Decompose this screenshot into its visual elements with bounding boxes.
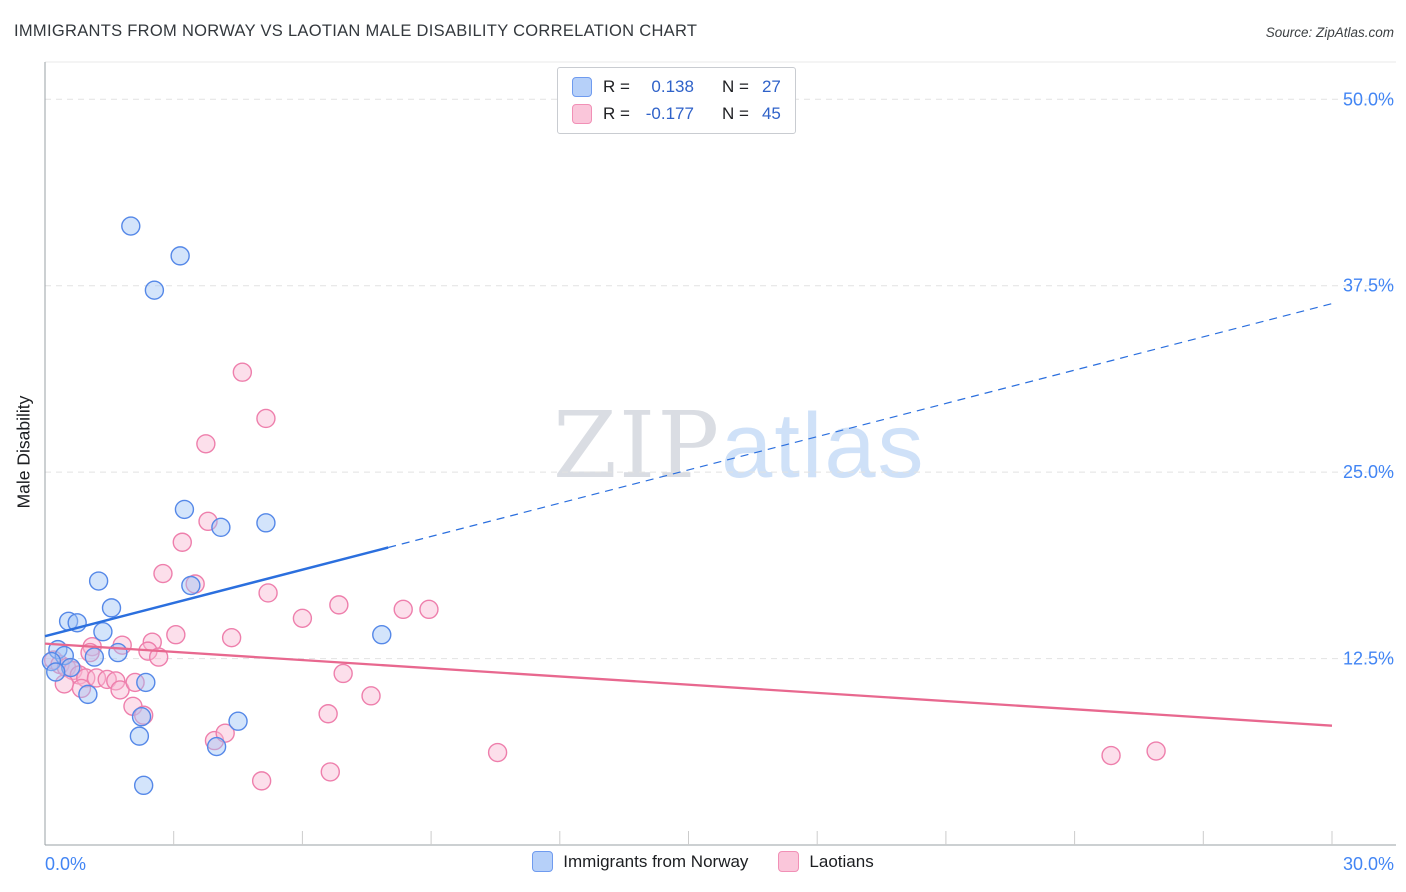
laotian-point (361, 686, 381, 706)
r-value-norway: 0.138 (651, 77, 694, 96)
laotian-point (318, 704, 338, 724)
zipatlas-watermark: ZIPatlas (553, 400, 926, 493)
laotian-point (153, 563, 173, 584)
y-tick-label: 12.5% (1343, 649, 1394, 669)
y-tick-label: 25.0% (1343, 462, 1394, 482)
x-tick-label: 30.0% (1343, 854, 1394, 874)
laotian-point (1101, 745, 1121, 766)
n-label: N = (721, 77, 749, 96)
series-legend: Immigrants from Norway Laotians (0, 851, 1406, 872)
legend-item-norway: Immigrants from Norway (532, 851, 748, 872)
norway-point (133, 775, 154, 796)
norway-point (170, 246, 190, 266)
norway-swatch-icon (532, 851, 554, 872)
norway-point (46, 662, 66, 682)
norway-swatch-icon (572, 77, 592, 97)
r-label: R = (603, 104, 630, 123)
watermark-atlas-text: atlas (721, 395, 926, 497)
laotian-point (76, 668, 96, 688)
laotian-swatch-icon (778, 851, 800, 872)
n-value-laotians: 45 (761, 104, 781, 123)
norway-trend-line-solid (44, 546, 389, 638)
laotian-point (106, 671, 126, 691)
laotian-point (232, 362, 253, 382)
laotian-point (292, 608, 313, 629)
r-label: R = (603, 77, 630, 96)
norway-point (84, 647, 105, 667)
y-axis-title: Male Disability (13, 395, 34, 509)
norway-point (144, 280, 165, 300)
laotian-point (333, 663, 353, 684)
laotian-trend-line (44, 642, 1333, 727)
norway-point (78, 684, 98, 705)
n-label: N = (721, 104, 749, 123)
norway-point (129, 726, 150, 746)
norway-point (108, 642, 128, 663)
norway-point (93, 622, 113, 642)
r-value-laotians: -0.177 (645, 104, 694, 123)
laotian-point (166, 625, 186, 645)
norway-point (101, 598, 122, 618)
norway-point (136, 672, 156, 693)
page-title: IMMIGRANTS FROM NORWAY VS LAOTIAN MALE D… (14, 22, 698, 40)
n-value-norway: 27 (761, 77, 781, 96)
laotian-point (258, 583, 278, 603)
norway-point (41, 651, 62, 672)
laotian-point (393, 599, 413, 620)
laotian-point (196, 434, 216, 454)
laotian-point (148, 647, 169, 667)
y-tick-label: 37.5% (1343, 276, 1394, 296)
x-tick-label: 0.0% (45, 854, 86, 874)
norway-trend-line-dashed (388, 303, 1333, 549)
y-tick-label: 50.0% (1343, 89, 1394, 109)
laotian-point (419, 599, 439, 620)
norway-point (131, 707, 152, 727)
norway-point (174, 499, 195, 520)
norway-point (211, 517, 231, 538)
laotian-point (320, 762, 340, 782)
norway-point (61, 657, 81, 678)
norway-point (206, 736, 227, 757)
laotian-point (125, 672, 145, 693)
laotian-point (329, 595, 349, 615)
norway-point (88, 571, 109, 591)
correlation-legend: R = 0.138 N = 27 R = -0.177 N = 45 (557, 67, 796, 134)
norway-point (121, 216, 141, 236)
legend-row-norway: R = 0.138 N = 27 (572, 77, 781, 97)
watermark-zip-text: ZIP (553, 392, 722, 499)
norway-point (228, 711, 248, 731)
legend-item-laotians: Laotians (778, 851, 874, 872)
norway-point (256, 513, 276, 533)
laotian-point (221, 627, 242, 648)
laotian-swatch-icon (572, 104, 592, 124)
norway-point (181, 575, 201, 596)
laotian-point (256, 408, 276, 429)
source-attribution: Source: ZipAtlas.com (1265, 25, 1394, 40)
legend-row-laotians: R = -0.177 N = 45 (572, 104, 781, 124)
laotian-point (1146, 741, 1166, 761)
laotian-point (487, 742, 508, 763)
laotian-point (172, 532, 192, 552)
legend-label-laotians: Laotians (809, 851, 874, 871)
legend-label-norway: Immigrants from Norway (563, 851, 749, 871)
laotian-point (251, 771, 272, 791)
norway-point (372, 625, 392, 645)
